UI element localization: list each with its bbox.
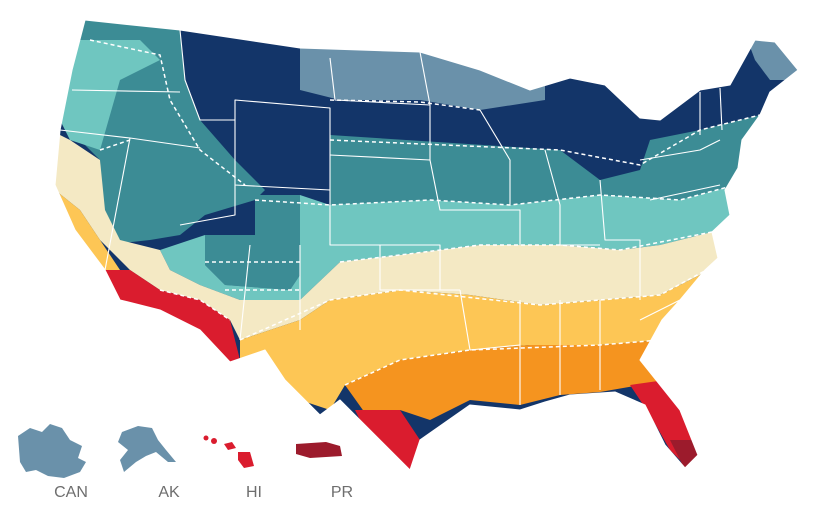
inset-canada [18,424,86,478]
inset-label-alaska: AK [158,484,180,501]
canada-inset-shape [18,424,86,478]
inset-puerto-rico [296,442,342,458]
zone-gold-south [240,265,730,410]
state-borders [54,19,799,471]
zone-red-tx [355,410,420,470]
zone-cream-band [55,130,730,340]
zone-teal-sw [205,195,300,290]
inset-label-canada: CAN [54,484,88,501]
inset-label-puerto-rico: PR [330,484,354,501]
inset-alaska [118,426,176,472]
zone-teal-band [330,115,760,205]
alaska-inset-shape [118,426,176,472]
inset-label-hawaii: HI [246,484,262,501]
inset-hawaii [203,435,254,468]
zone-orange-gulf [345,340,665,420]
zone-aqua-coast [60,40,160,150]
zone-slate [300,40,545,110]
zone-aqua-band [160,185,735,300]
zone-boundaries [89,39,761,386]
pr-inset-shape [296,442,342,458]
